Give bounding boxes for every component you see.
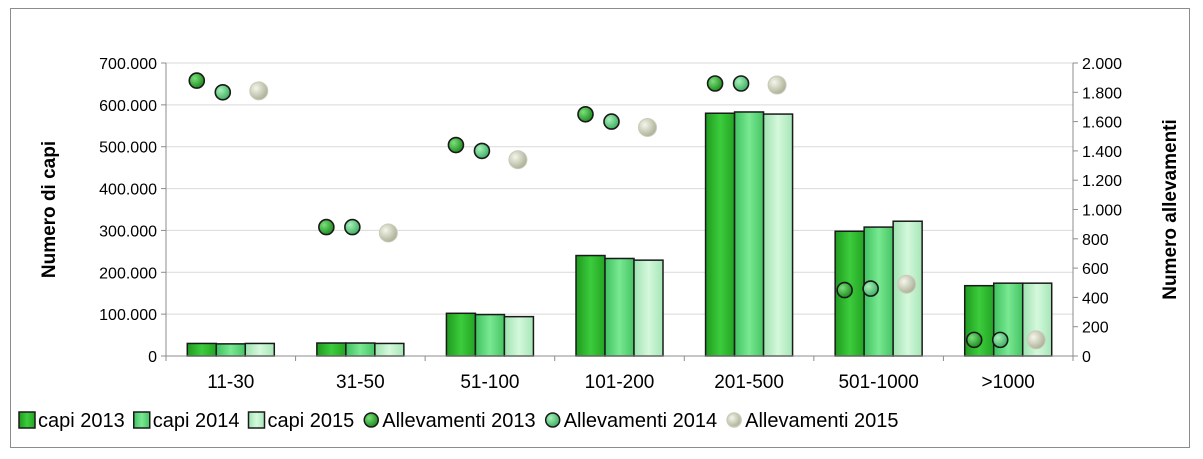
legend-item: Allevamenti 2013 xyxy=(363,410,536,432)
scatter-points xyxy=(188,72,1046,350)
bar xyxy=(215,343,247,357)
bar xyxy=(733,111,765,357)
legend-label: capi 2015 xyxy=(268,410,355,432)
x-tick-label: 501-1000 xyxy=(838,372,918,393)
scatter-point xyxy=(897,274,917,294)
bar xyxy=(604,257,635,357)
left-tick-label: 300.000 xyxy=(99,223,157,240)
scatter-point xyxy=(378,223,398,243)
right-tick-label: 800 xyxy=(1082,232,1109,249)
legend-item: Allevamenti 2015 xyxy=(726,410,899,432)
left-tick-label: 400.000 xyxy=(99,182,157,199)
left-tick-label: 700.000 xyxy=(99,56,157,73)
bar xyxy=(704,112,736,357)
bar xyxy=(503,315,535,357)
right-axis-title: Numero allevamenti xyxy=(1160,119,1181,300)
left-tick-label: 200.000 xyxy=(99,265,157,282)
legend-swatch xyxy=(544,412,561,428)
legend-label: Allevamenti 2014 xyxy=(564,410,717,432)
scatter-point xyxy=(767,75,787,95)
chart-frame: 0 100.000 200.000 300.000 400.000 500.000 600.… xyxy=(10,8,1190,448)
left-axis-title: Numero di capi xyxy=(39,141,60,278)
left-tick-label: 0 xyxy=(148,349,157,366)
right-tick-label: 1.400 xyxy=(1082,144,1122,161)
scatter-point xyxy=(991,331,1009,349)
bar xyxy=(474,313,506,357)
axes: 0 100.000 200.000 300.000 400.000 500.000 600.… xyxy=(39,56,1181,393)
legend-swatch xyxy=(363,412,379,428)
scatter-point xyxy=(1026,330,1046,350)
x-tick-label: >1000 xyxy=(982,372,1035,393)
legend: capi 2013 capi 2014 capi 2015 Allevamenti 2… xyxy=(18,410,899,432)
bar xyxy=(374,342,405,357)
legend-swatch xyxy=(726,412,742,428)
scatter-point xyxy=(508,150,528,170)
scatter-point xyxy=(447,136,465,154)
left-tick-label: 600.000 xyxy=(99,98,157,115)
x-tick-label: 101-200 xyxy=(585,372,655,393)
bar xyxy=(345,342,376,357)
right-tick-label: 1.800 xyxy=(1082,85,1122,102)
legend-label: Allevamenti 2013 xyxy=(382,410,535,432)
legend-item: Allevamenti 2014 xyxy=(544,410,717,432)
scatter-point xyxy=(473,142,491,160)
legend-label: Allevamenti 2015 xyxy=(745,410,898,432)
x-tick-label: 51-100 xyxy=(460,372,519,393)
scatter-point xyxy=(836,281,853,299)
x-tick-label: 201-500 xyxy=(714,372,784,393)
right-tick-label: 200 xyxy=(1082,320,1109,337)
right-tick-label: 1.000 xyxy=(1082,203,1122,220)
scatter-point xyxy=(318,218,335,236)
legend-label: capi 2013 xyxy=(38,410,125,432)
x-tick-label: 31-50 xyxy=(336,372,385,393)
right-tick-label: 0 xyxy=(1082,349,1091,366)
bar xyxy=(186,342,218,357)
scatter-point xyxy=(214,84,232,101)
scatter-point xyxy=(706,75,724,92)
bar xyxy=(633,259,664,357)
bar xyxy=(445,312,477,357)
bar xyxy=(244,342,276,357)
scatter-point xyxy=(603,113,620,130)
bar xyxy=(762,113,794,357)
bars xyxy=(186,111,1053,357)
scatter-point xyxy=(638,117,657,137)
scatter-point xyxy=(862,280,879,297)
bar-scatter-chart: 0 100.000 200.000 300.000 400.000 500.000 600.… xyxy=(18,56,1181,432)
legend-swatch xyxy=(18,411,36,429)
scatter-point xyxy=(188,72,206,89)
right-tick-label: 2.000 xyxy=(1082,56,1122,73)
right-tick-label: 600 xyxy=(1082,261,1109,278)
scatter-point xyxy=(344,218,361,236)
scatter-point xyxy=(577,105,594,123)
legend-swatch xyxy=(247,411,266,429)
left-tick-label: 100.000 xyxy=(99,307,157,324)
right-tick-label: 1.200 xyxy=(1082,173,1122,190)
left-tick-label: 500.000 xyxy=(99,140,157,157)
scatter-point xyxy=(965,331,983,349)
scatter-point xyxy=(732,75,750,92)
scatter-point xyxy=(249,81,269,101)
legend-item: capi 2015 xyxy=(247,410,355,432)
bar xyxy=(575,254,606,357)
right-tick-label: 400 xyxy=(1082,290,1109,307)
legend-item: capi 2014 xyxy=(133,410,240,432)
bar xyxy=(316,342,347,357)
legend-item: capi 2013 xyxy=(18,410,125,432)
legend-swatch xyxy=(133,411,151,429)
legend-label: capi 2014 xyxy=(153,410,240,432)
x-tick-label: 11-30 xyxy=(207,372,254,393)
right-tick-label: 1.600 xyxy=(1082,115,1122,132)
